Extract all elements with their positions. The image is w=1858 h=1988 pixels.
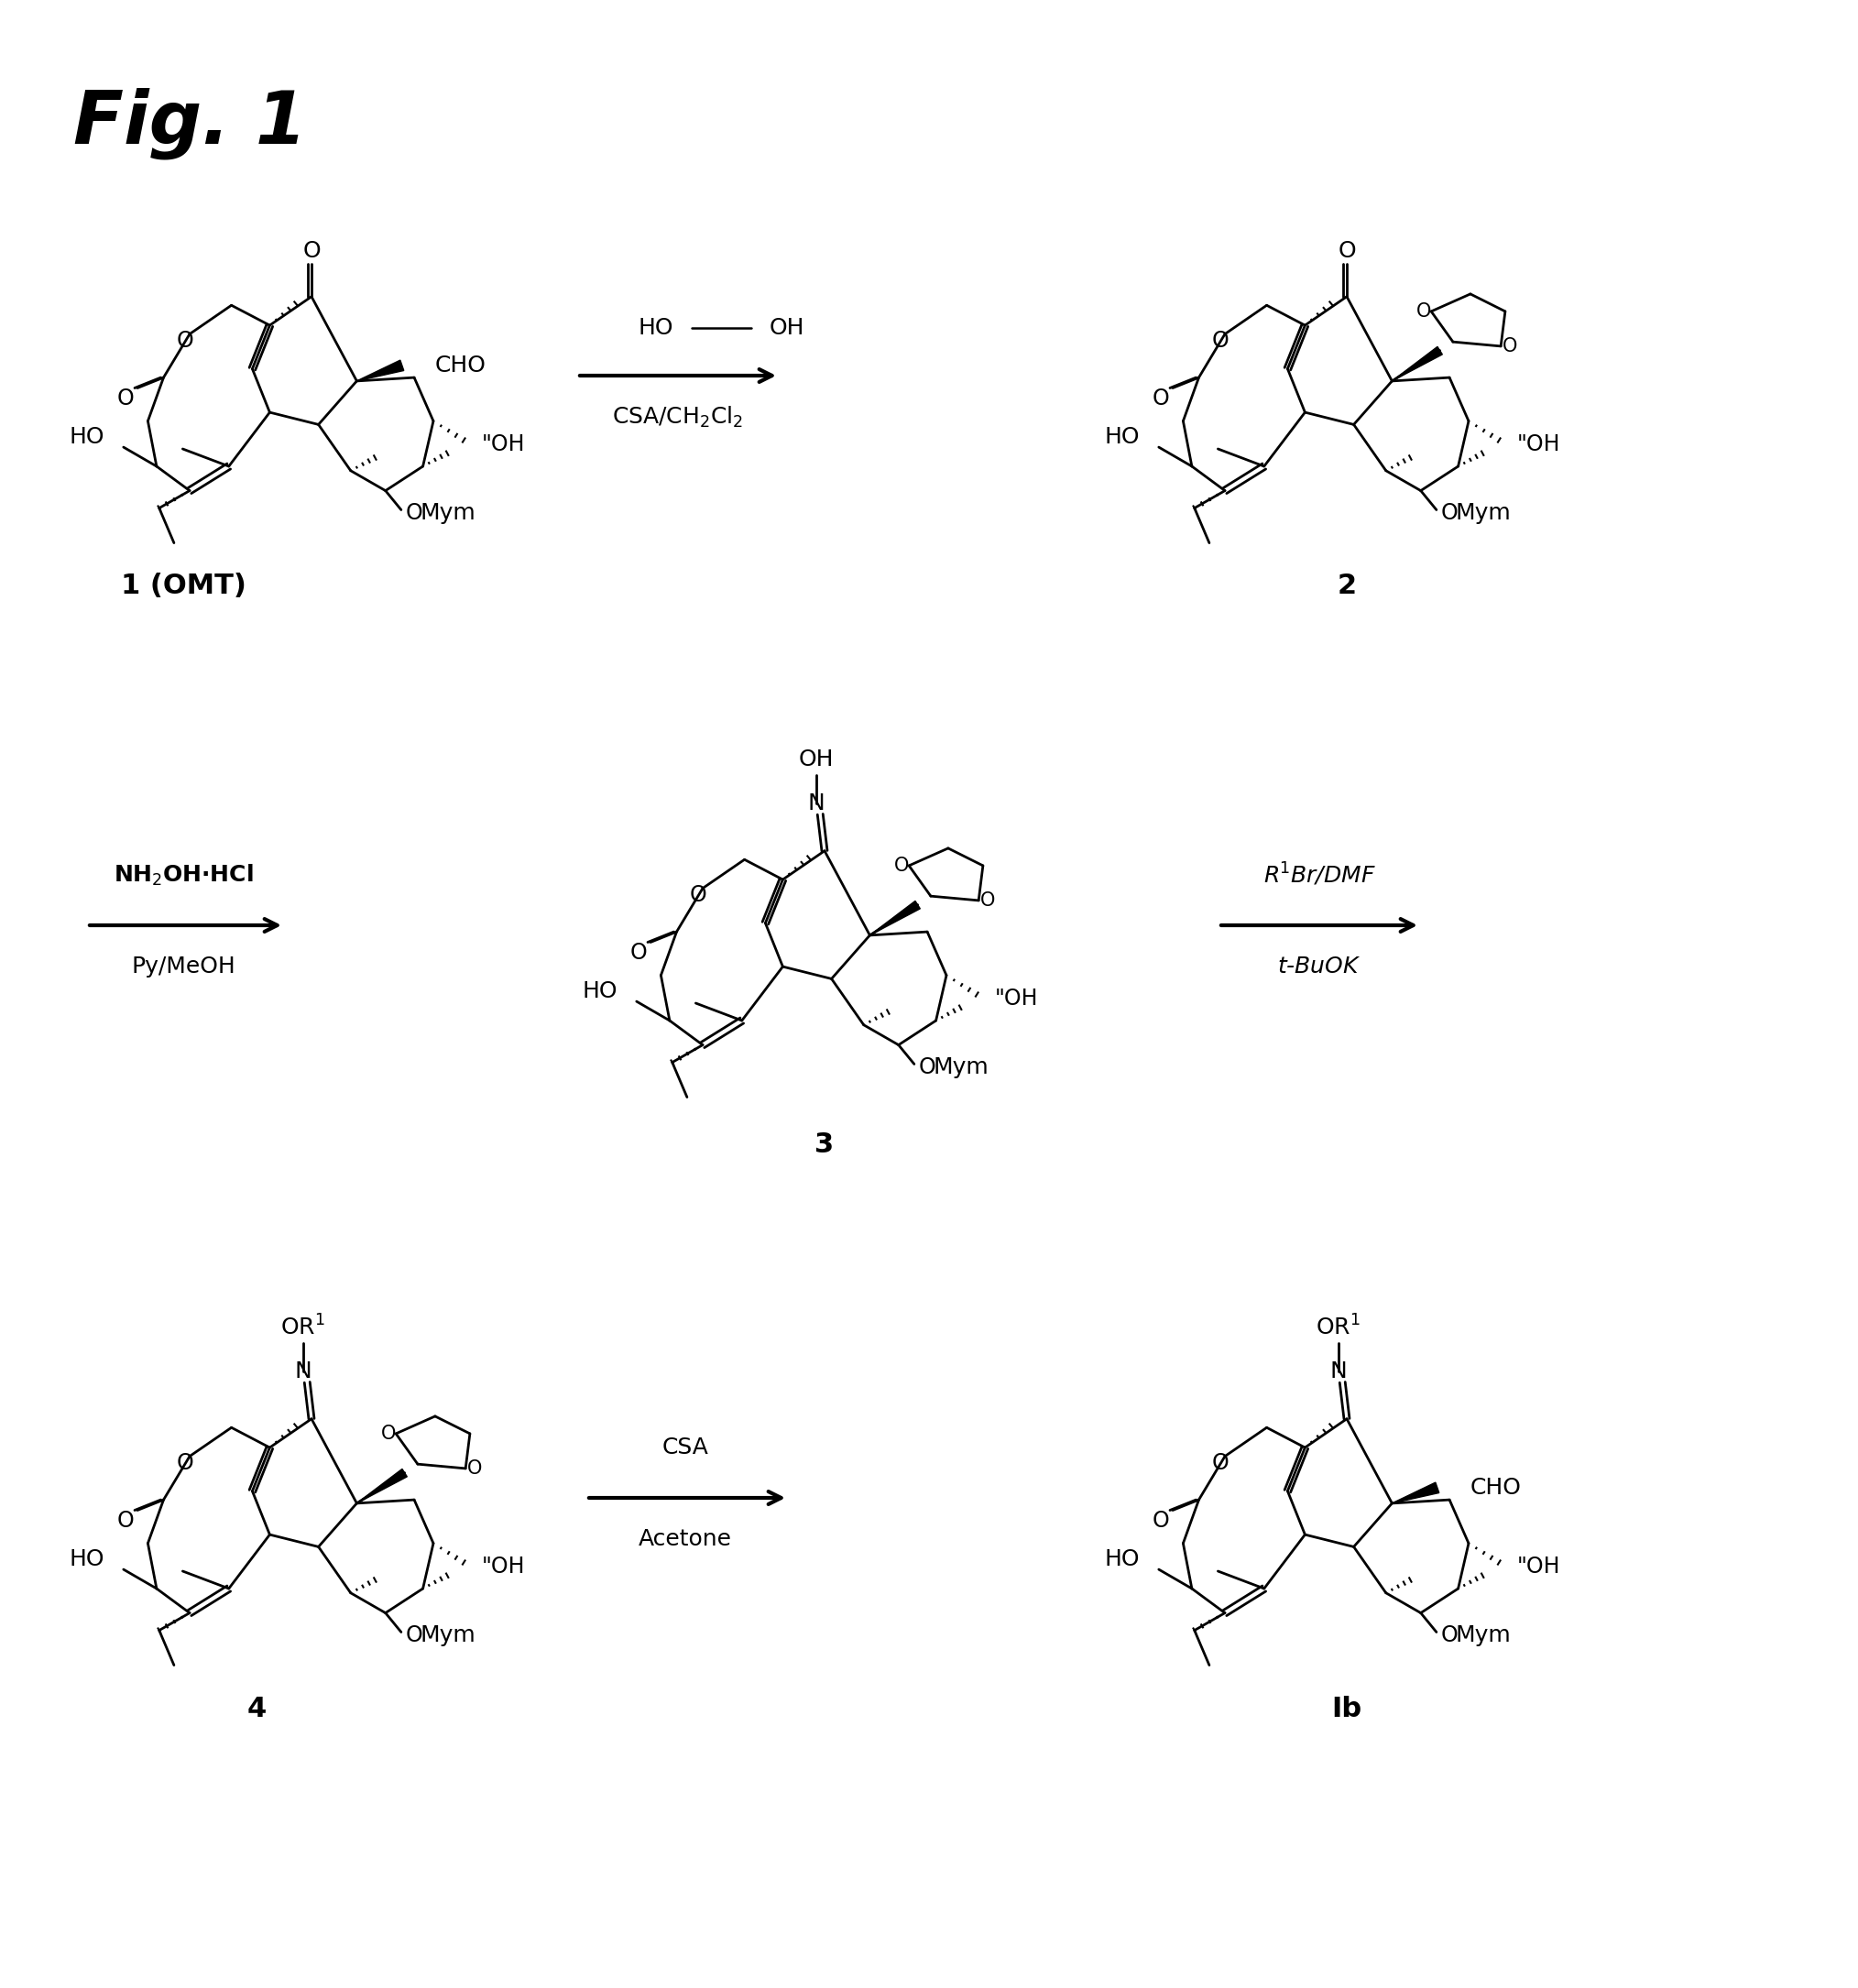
- Text: Mym: Mym: [420, 503, 476, 525]
- Text: 1 (OMT): 1 (OMT): [121, 573, 245, 600]
- Text: "OH: "OH: [481, 433, 524, 455]
- Text: N: N: [806, 793, 825, 815]
- Text: CSA/CH$_2$Cl$_2$: CSA/CH$_2$Cl$_2$: [613, 404, 743, 429]
- Text: HO: HO: [69, 1549, 104, 1571]
- Text: 3: 3: [816, 1131, 834, 1159]
- Text: 4: 4: [247, 1696, 266, 1722]
- Text: Fig. 1: Fig. 1: [72, 87, 307, 159]
- Text: OH: OH: [799, 747, 834, 771]
- Text: "OH: "OH: [994, 988, 1039, 1010]
- Text: O: O: [381, 1425, 396, 1443]
- Text: OR$^1$: OR$^1$: [281, 1314, 325, 1340]
- Text: HO: HO: [637, 316, 673, 340]
- Text: N: N: [294, 1362, 312, 1384]
- Text: HO: HO: [1104, 1549, 1139, 1571]
- Text: OR$^1$: OR$^1$: [1315, 1314, 1360, 1340]
- Text: R$^1$Br/DMF: R$^1$Br/DMF: [1263, 861, 1375, 889]
- Text: Mym: Mym: [1455, 1624, 1511, 1646]
- Text: "OH: "OH: [481, 1557, 524, 1578]
- Text: O: O: [689, 885, 706, 907]
- Polygon shape: [1392, 346, 1442, 382]
- Text: O: O: [894, 857, 910, 875]
- Text: O: O: [303, 241, 320, 262]
- Text: O: O: [1152, 388, 1169, 410]
- Text: O: O: [177, 330, 193, 352]
- Text: CHO: CHO: [1470, 1477, 1522, 1499]
- Text: O: O: [979, 891, 994, 911]
- Text: HO: HO: [69, 425, 104, 447]
- Text: NH$_2$OH·HCl: NH$_2$OH·HCl: [113, 863, 253, 887]
- Text: O: O: [405, 503, 422, 525]
- Text: Acetone: Acetone: [639, 1529, 732, 1551]
- Text: O: O: [177, 1453, 193, 1475]
- Text: O: O: [466, 1459, 481, 1477]
- Text: O: O: [1501, 338, 1516, 356]
- Text: Ib: Ib: [1332, 1696, 1362, 1722]
- Polygon shape: [1392, 1483, 1440, 1503]
- Text: Mym: Mym: [1455, 503, 1511, 525]
- Text: Py/MeOH: Py/MeOH: [132, 956, 236, 978]
- Text: O: O: [630, 942, 647, 964]
- Text: O: O: [1440, 1624, 1459, 1646]
- Text: OH: OH: [769, 316, 805, 340]
- Text: Mym: Mym: [420, 1624, 476, 1646]
- Text: N: N: [1330, 1362, 1347, 1384]
- Text: HO: HO: [582, 980, 617, 1002]
- Text: O: O: [918, 1056, 936, 1079]
- Text: "OH: "OH: [1516, 433, 1561, 455]
- Text: O: O: [1152, 1509, 1169, 1531]
- Text: O: O: [117, 1509, 134, 1531]
- Text: O: O: [1211, 330, 1230, 352]
- Text: O: O: [405, 1624, 422, 1646]
- Polygon shape: [357, 1469, 407, 1503]
- Text: HO: HO: [1104, 425, 1139, 447]
- Text: O: O: [1338, 241, 1356, 262]
- Text: Mym: Mym: [933, 1056, 988, 1079]
- Text: 2: 2: [1338, 573, 1356, 600]
- Text: O: O: [1211, 1453, 1230, 1475]
- Polygon shape: [870, 901, 920, 934]
- Text: CSA: CSA: [661, 1437, 708, 1459]
- Text: O: O: [1440, 503, 1459, 525]
- Text: O: O: [117, 388, 134, 410]
- Text: CHO: CHO: [435, 354, 487, 376]
- Text: $t$-BuOK: $t$-BuOK: [1276, 956, 1362, 978]
- Text: O: O: [1418, 302, 1433, 320]
- Text: "OH: "OH: [1516, 1557, 1561, 1578]
- Polygon shape: [357, 360, 403, 382]
